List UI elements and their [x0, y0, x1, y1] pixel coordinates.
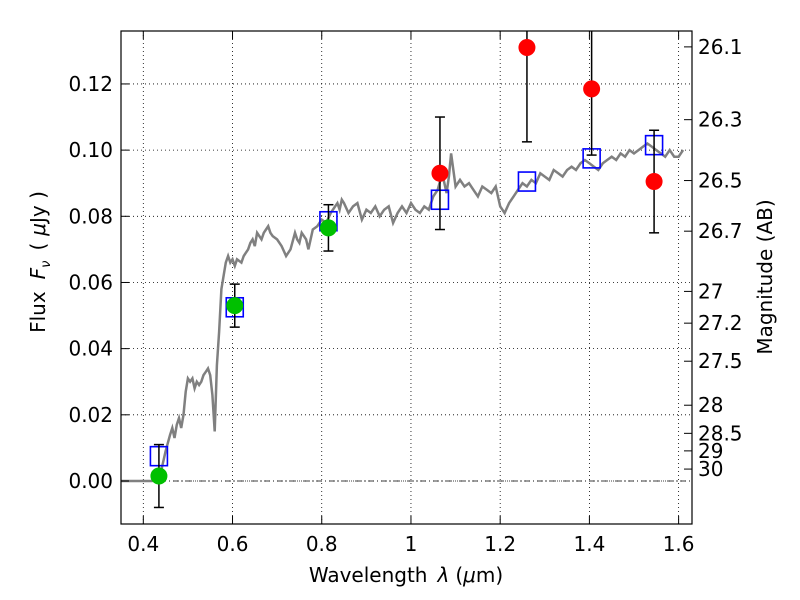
y-tick-label: 0.10: [68, 138, 113, 162]
data-point: [645, 173, 663, 191]
magnitude-tick-label: 29: [698, 439, 723, 463]
magnitude-tick-label: 26.5: [698, 169, 743, 193]
y-axis-label: FluxFν(μJy ): [26, 191, 54, 333]
plot-frame: [120, 30, 693, 525]
y-tick-label: 0.04: [68, 337, 113, 361]
magnitude-tick-label: 27: [698, 279, 723, 303]
y-tick-label: 0.00: [68, 469, 113, 493]
magnitude-tick-label: 26.7: [698, 219, 743, 243]
x-tick-label: 1.2: [484, 532, 516, 556]
y-axis-right-label: Magnitude (AB): [753, 199, 777, 354]
data-point: [431, 164, 449, 182]
plot-background: [121, 31, 692, 524]
x-tick-label: 1.6: [663, 532, 695, 556]
y-tick-label: 0.02: [68, 403, 113, 427]
y-tick-label: 0.12: [68, 72, 113, 96]
x-axis-label: Wavelength λ (μm): [309, 563, 503, 587]
magnitude-tick-label: 26.3: [698, 108, 743, 132]
data-point: [319, 219, 337, 237]
y-axis-left: 0.00 0.02 0.04 0.06 0.08 0.10 0.12: [68, 72, 129, 493]
plot-area: [121, 31, 685, 509]
x-tick-label: 1: [405, 532, 418, 556]
x-tick-label: 0.4: [127, 532, 159, 556]
magnitude-tick-label: 28.5: [698, 421, 743, 445]
magnitude-tick-label: 27.2: [698, 311, 743, 335]
model-photometry-square: [517, 171, 537, 192]
data-point: [518, 39, 536, 57]
magnitude-tick-label: 28: [698, 393, 723, 417]
y-tick-label: 0.08: [68, 204, 113, 228]
magnitude-tick-label: 26.1: [698, 35, 743, 59]
model-spectrum-line: [121, 141, 685, 483]
y-tick-label: 0.06: [68, 270, 113, 294]
magnitude-tick-label: 30: [698, 457, 723, 481]
x-axis: 0.4 0.6 0.8 1 1.2 1.4 1.6: [127, 31, 695, 556]
data-point: [583, 80, 601, 98]
magnitude-tick-label: 27.5: [698, 349, 743, 373]
data-point: [150, 467, 168, 485]
x-tick-label: 0.8: [306, 532, 338, 556]
data-marks: [149, 31, 664, 509]
data-point: [226, 297, 244, 315]
x-tick-label: 1.4: [573, 532, 605, 556]
x-tick-label: 0.6: [217, 532, 249, 556]
